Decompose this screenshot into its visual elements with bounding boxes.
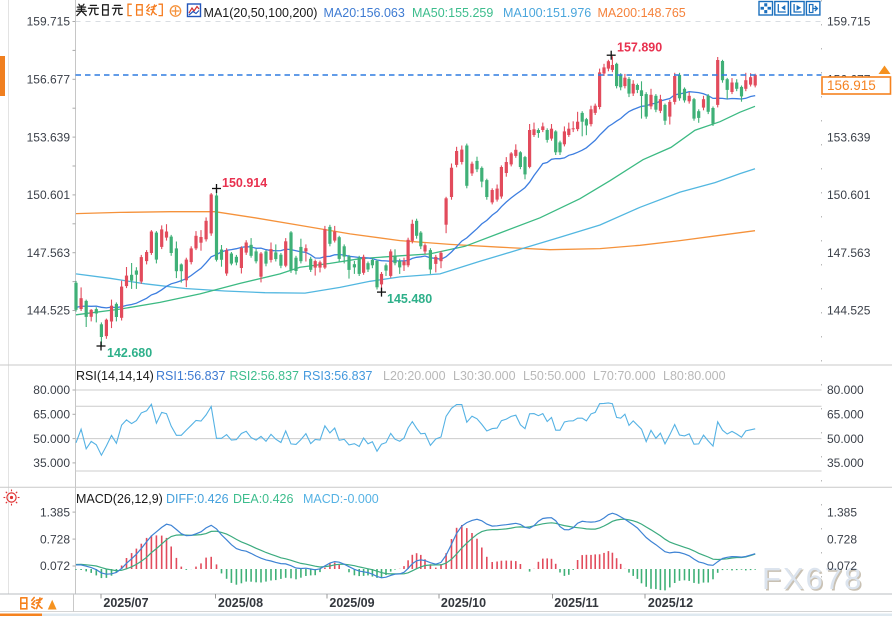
- svg-text:65.000: 65.000: [33, 408, 70, 422]
- svg-text:2025/12: 2025/12: [648, 596, 693, 610]
- svg-text:157.890: 157.890: [617, 41, 662, 55]
- svg-text:MA20:156.063: MA20:156.063: [324, 6, 405, 20]
- svg-text:144.525: 144.525: [827, 304, 871, 318]
- svg-text:L30:30.000: L30:30.000: [453, 369, 516, 383]
- svg-text:RSI1:56.837: RSI1:56.837: [156, 369, 226, 383]
- svg-text:MA50:155.259: MA50:155.259: [412, 6, 493, 20]
- svg-text:RSI(14,14,14): RSI(14,14,14): [76, 369, 154, 383]
- svg-text:0.728: 0.728: [827, 532, 857, 546]
- svg-text:35.000: 35.000: [827, 456, 864, 470]
- svg-text:153.639: 153.639: [827, 130, 871, 144]
- svg-text:2025/08: 2025/08: [218, 596, 263, 610]
- svg-text:2025/07: 2025/07: [103, 596, 148, 610]
- svg-text:150.601: 150.601: [27, 188, 71, 202]
- svg-text:2025/11: 2025/11: [554, 596, 599, 610]
- svg-text:MA200:148.765: MA200:148.765: [598, 6, 686, 20]
- svg-text:DIFF:0.426: DIFF:0.426: [166, 492, 229, 506]
- svg-text:50.000: 50.000: [827, 432, 864, 446]
- svg-text:1.385: 1.385: [40, 505, 70, 519]
- svg-text:150.601: 150.601: [827, 188, 871, 202]
- svg-text:156.915: 156.915: [827, 78, 876, 93]
- svg-text:147.563: 147.563: [827, 246, 871, 260]
- svg-text:144.525: 144.525: [27, 304, 71, 318]
- svg-text:80.000: 80.000: [33, 383, 70, 397]
- svg-text:147.563: 147.563: [27, 246, 71, 260]
- svg-text:150.914: 150.914: [222, 176, 267, 190]
- svg-text:L20:20.000: L20:20.000: [383, 369, 446, 383]
- svg-text:2025/10: 2025/10: [441, 596, 486, 610]
- svg-text:0.072: 0.072: [40, 559, 70, 573]
- svg-text:35.000: 35.000: [33, 456, 70, 470]
- svg-text:2025/09: 2025/09: [329, 596, 374, 610]
- svg-text:MA1(20,50,100,200): MA1(20,50,100,200): [204, 6, 318, 20]
- svg-text:DEA:0.426: DEA:0.426: [233, 492, 294, 506]
- svg-text:156.677: 156.677: [27, 73, 71, 87]
- svg-text:65.000: 65.000: [827, 408, 864, 422]
- svg-text:0.728: 0.728: [40, 532, 70, 546]
- svg-text:50.000: 50.000: [33, 432, 70, 446]
- svg-text:FX678: FX678: [762, 561, 863, 596]
- svg-text:80.000: 80.000: [827, 383, 864, 397]
- svg-text:MACD(26,12,9): MACD(26,12,9): [76, 492, 163, 506]
- svg-text:L80:80.000: L80:80.000: [663, 369, 726, 383]
- svg-text:142.680: 142.680: [107, 346, 152, 360]
- svg-text:159.715: 159.715: [827, 15, 871, 29]
- svg-text:MACD:-0.000: MACD:-0.000: [303, 492, 379, 506]
- svg-text:145.480: 145.480: [387, 292, 432, 306]
- svg-text:1.385: 1.385: [827, 505, 857, 519]
- svg-text:153.639: 153.639: [27, 130, 71, 144]
- svg-text:RSI2:56.837: RSI2:56.837: [230, 369, 300, 383]
- svg-text:L70:70.000: L70:70.000: [593, 369, 656, 383]
- svg-text:FX678: FX678: [764, 563, 865, 598]
- svg-text:MA100:151.976: MA100:151.976: [503, 6, 591, 20]
- svg-text:RSI3:56.837: RSI3:56.837: [303, 369, 373, 383]
- svg-text:0.072: 0.072: [827, 559, 857, 573]
- svg-text:L50:50.000: L50:50.000: [523, 369, 586, 383]
- svg-text:159.715: 159.715: [27, 15, 71, 29]
